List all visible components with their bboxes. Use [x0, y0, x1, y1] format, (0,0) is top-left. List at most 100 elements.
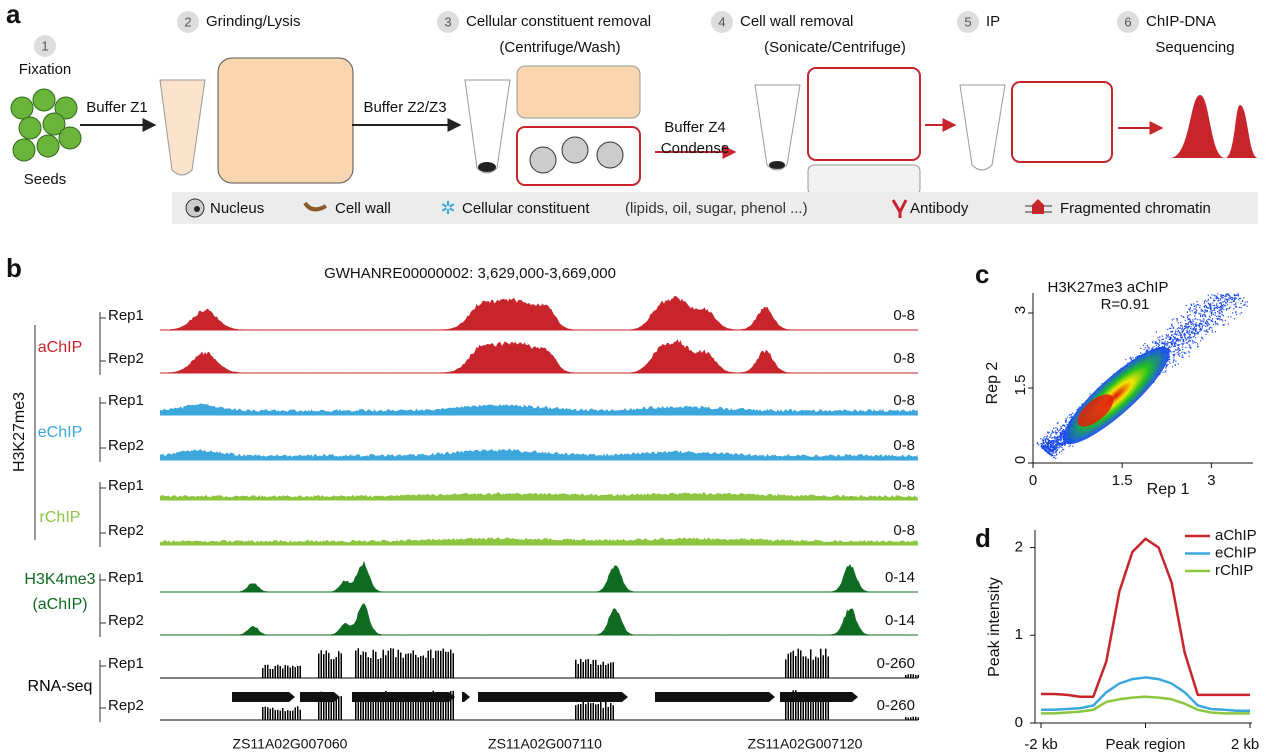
range-label: 0-14	[885, 612, 915, 629]
step-number: 4	[718, 14, 725, 29]
range-label: 0-260	[877, 697, 915, 714]
legend-item: Nucleus	[210, 200, 264, 217]
panel-label: a	[6, 0, 21, 29]
gene-label: ZS11A02G007060	[233, 736, 348, 752]
legend-label: eChIP	[1215, 544, 1257, 561]
step-title: Cellular constituent removal	[466, 13, 651, 30]
buffer-label: Buffer Z4	[664, 119, 725, 136]
y-axis-label: Rep 2	[984, 362, 1001, 405]
step-number: 3	[444, 14, 451, 29]
gene-label: ZS11A02G007120	[748, 736, 863, 752]
rna-signal	[262, 648, 919, 678]
signal	[160, 296, 918, 330]
rep-label: Rep1	[108, 655, 144, 672]
signal	[160, 403, 918, 415]
density-hot	[1077, 394, 1114, 427]
legend-item: Fragmented chromatin	[1060, 200, 1211, 217]
buffer-label: Buffer Z1	[86, 99, 147, 116]
y-tick-label: 2	[1015, 539, 1023, 556]
density-core	[1062, 346, 1170, 445]
rna-signal	[262, 690, 919, 720]
buffer-label: Condense	[661, 140, 729, 157]
range-label: 0-14	[885, 569, 915, 586]
legend-item: Cell wall	[335, 200, 391, 217]
y-tick-label: 0	[1012, 456, 1029, 464]
legend-label: rChIP	[1215, 562, 1253, 579]
step-subtitle: (Sonicate/Centrifuge)	[764, 39, 906, 56]
legend-label: aChIP	[1215, 527, 1257, 544]
step-badge	[957, 11, 979, 33]
panel-label: d	[975, 523, 991, 553]
mark-label: H3K27me3	[11, 392, 28, 472]
step-title: IP	[986, 13, 1000, 30]
signal	[160, 448, 918, 460]
signal	[160, 560, 918, 592]
x-tick-label: 0	[1029, 472, 1037, 489]
step-number: 6	[1124, 14, 1131, 29]
gene-label: ZS11A02G007110	[488, 736, 602, 752]
line-series	[1041, 695, 1250, 715]
range-label: 0-8	[893, 522, 915, 539]
gene-model	[478, 692, 628, 702]
y-tick-label: 1.5	[1012, 375, 1029, 396]
x-tick-label: -2 kb	[1024, 736, 1057, 753]
annotation: R=0.91	[1101, 296, 1150, 313]
step-badge	[1117, 11, 1139, 33]
x-tick-label: 1.5	[1112, 472, 1133, 489]
rep-label: Rep2	[108, 350, 144, 367]
group-label: aChIP	[38, 339, 82, 356]
step-subtitle: Sequencing	[1155, 39, 1234, 56]
legend-item: Antibody	[910, 200, 969, 217]
step-number: 2	[184, 14, 191, 29]
x-axis-label: Rep 1	[1147, 481, 1190, 498]
range-label: 0-8	[893, 307, 915, 324]
rep-label: Rep1	[108, 392, 144, 409]
range-label: 0-8	[893, 477, 915, 494]
gene-model	[780, 692, 858, 702]
step-title: ChIP-DNA	[1146, 13, 1216, 30]
seeds-label: Seeds	[24, 171, 67, 188]
x-tick-label: 2 kb	[1231, 736, 1259, 753]
range-label: 0-8	[893, 350, 915, 367]
step-badge	[177, 11, 199, 33]
rep-label: Rep2	[108, 612, 144, 629]
group-label: rChIP	[40, 509, 81, 526]
rep-label: Rep1	[108, 477, 144, 494]
signal	[160, 492, 918, 500]
rep-label: Rep1	[108, 569, 144, 586]
step-badge	[711, 11, 733, 33]
group-label: (aChIP)	[32, 596, 87, 613]
group-label: RNA-seq	[28, 678, 93, 695]
buffer-label: Buffer Z2/Z3	[363, 99, 446, 116]
step-title: Cell wall removal	[740, 13, 853, 30]
density-points	[1036, 293, 1249, 459]
range-label: 0-8	[893, 437, 915, 454]
signal	[160, 537, 918, 545]
gene-model	[462, 692, 470, 702]
step-number: 5	[964, 14, 971, 29]
gene-model	[352, 692, 455, 702]
line-series	[1041, 676, 1250, 712]
step-subtitle: (Centrifuge/Wash)	[499, 39, 620, 56]
legend-item: Cellular constituent	[462, 200, 590, 217]
y-tick-label: 1	[1015, 626, 1023, 643]
step-badge	[437, 11, 459, 33]
step-number: 1	[41, 38, 48, 53]
rep-label: Rep2	[108, 437, 144, 454]
rep-label: Rep1	[108, 307, 144, 324]
y-tick-label: 3	[1012, 306, 1029, 314]
x-tick-label: Peak region	[1105, 736, 1185, 753]
step-title: Fixation	[19, 61, 72, 78]
signal	[160, 339, 918, 373]
legend-item: (lipids, oil, sugar, phenol ...)	[625, 200, 808, 217]
y-tick-label: 0	[1015, 714, 1023, 731]
signal	[160, 603, 918, 635]
rep-label: Rep2	[108, 522, 144, 539]
y-axis-label: Peak intensity	[986, 577, 1003, 677]
gene-model	[655, 692, 775, 702]
chart-title: H3K27me3 aChIP	[1048, 279, 1169, 296]
x-tick-label: 3	[1207, 472, 1215, 489]
gene-model	[300, 692, 340, 702]
illustrations: ✲	[10, 57, 1258, 224]
